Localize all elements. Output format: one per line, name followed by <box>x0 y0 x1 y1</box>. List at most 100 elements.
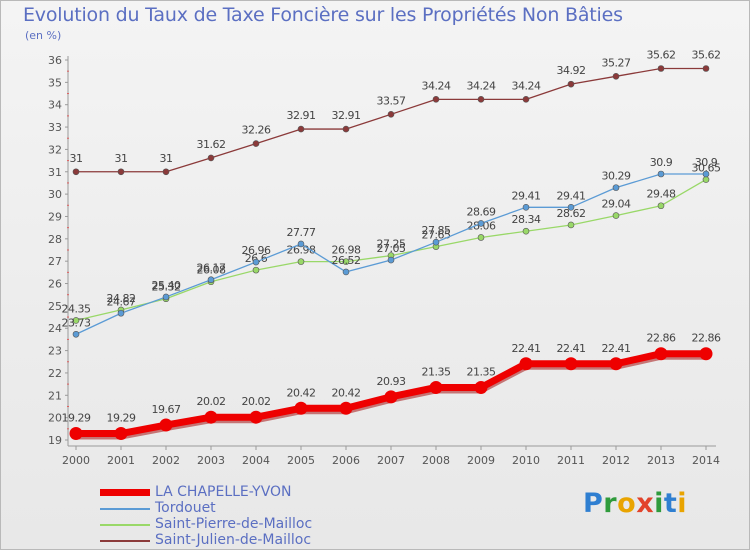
data-label: 20.42 <box>332 386 361 399</box>
data-point <box>162 168 170 176</box>
data-point <box>249 410 263 424</box>
data-label: 22.41 <box>602 342 631 355</box>
data-point <box>204 410 218 424</box>
data-point <box>339 401 353 415</box>
data-label: 27.85 <box>422 224 451 237</box>
x-tick-label: 2010 <box>512 454 540 467</box>
data-label: 26.98 <box>332 244 361 257</box>
data-point <box>657 170 665 178</box>
data-point <box>117 309 125 317</box>
y-tick-label: 20 <box>48 412 62 425</box>
data-label: 20.42 <box>287 386 316 399</box>
data-label: 35.62 <box>647 48 676 61</box>
data-point <box>72 168 80 176</box>
y-tick-label: 28 <box>48 233 62 246</box>
data-point <box>522 96 530 103</box>
y-tick-label: 26 <box>48 278 62 291</box>
data-point <box>72 317 80 324</box>
data-label: 32.91 <box>287 109 316 122</box>
data-point <box>519 357 533 371</box>
data-label: 34.24 <box>467 79 496 92</box>
legend-swatch-tordouet <box>100 508 150 510</box>
data-point <box>432 96 440 103</box>
logo-letter: r <box>603 488 618 519</box>
legend-swatch-saint-julien-de-mailloc <box>100 540 150 542</box>
data-point <box>477 234 485 241</box>
data-point <box>567 204 575 211</box>
data-point <box>207 154 215 162</box>
data-point <box>564 357 578 371</box>
y-tick-label: 36 <box>48 54 62 67</box>
data-label: 30.65 <box>692 162 721 175</box>
x-tick-label: 2000 <box>62 454 90 467</box>
data-point <box>567 221 575 229</box>
data-label: 30.9 <box>650 156 673 169</box>
y-tick-label: 24 <box>48 322 62 335</box>
data-point <box>702 170 710 178</box>
data-label: 27.05 <box>377 242 406 255</box>
data-point <box>429 380 443 394</box>
y-tick-label: 29 <box>48 210 62 223</box>
data-label: 19.29 <box>107 412 136 425</box>
legend-swatch-saint-pierre-de-mailloc <box>100 524 150 526</box>
logo-letter: t <box>663 488 678 519</box>
x-tick-label: 2005 <box>287 454 315 467</box>
data-label: 29.41 <box>557 189 586 202</box>
data-point <box>612 212 620 219</box>
x-tick-label: 2004 <box>242 454 270 467</box>
data-point <box>384 390 398 404</box>
data-label: 27.77 <box>287 226 316 239</box>
legend-item-la-chapelle-yvon: LA CHAPELLE-YVON <box>100 484 400 500</box>
data-label: 21.35 <box>467 365 496 378</box>
data-point <box>252 266 260 274</box>
data-point <box>702 65 710 72</box>
y-tick-label: 25 <box>48 300 62 313</box>
data-label: 26.17 <box>197 262 226 275</box>
data-label: 25.32 <box>152 281 181 294</box>
y-tick-label: 19 <box>48 434 62 447</box>
x-tick-label: 2012 <box>602 454 630 467</box>
data-point <box>612 73 620 80</box>
data-label: 35.62 <box>692 48 721 61</box>
data-label: 26.96 <box>242 244 271 257</box>
data-point <box>114 427 128 441</box>
proxiti-logo: Proxiti <box>583 488 687 519</box>
data-label: 23.73 <box>62 316 91 329</box>
data-label: 33.57 <box>377 94 406 107</box>
data-label: 21.35 <box>422 365 451 378</box>
legend-swatch-la-chapelle-yvon <box>100 489 150 496</box>
data-label: 22.86 <box>692 332 721 345</box>
data-point <box>117 168 125 176</box>
data-point <box>477 96 485 103</box>
legend-label-saint-pierre-de-mailloc: Saint-Pierre-de-Mailloc <box>155 516 313 532</box>
data-label: 31 <box>115 152 128 165</box>
data-label: 20.02 <box>197 395 226 408</box>
data-point <box>342 258 350 265</box>
y-tick-label: 31 <box>48 166 62 179</box>
data-label: 22.86 <box>647 332 676 345</box>
legend-label-la-chapelle-yvon: LA CHAPELLE-YVON <box>155 484 292 500</box>
data-point <box>432 238 440 246</box>
data-label: 34.24 <box>512 79 541 92</box>
y-tick-label: 32 <box>48 143 62 156</box>
data-label: 29.04 <box>602 198 631 211</box>
data-label: 25.40 <box>152 279 181 292</box>
y-tick-label: 30 <box>48 188 62 201</box>
x-tick-label: 2011 <box>557 454 585 467</box>
y-tick-label: 35 <box>48 76 62 89</box>
data-point <box>297 125 305 133</box>
data-point <box>702 176 710 183</box>
data-label: 20.02 <box>242 395 271 408</box>
data-label: 29.41 <box>512 189 541 202</box>
data-point <box>162 293 170 301</box>
data-label: 28.69 <box>467 205 496 218</box>
data-point <box>72 330 80 338</box>
data-point <box>294 401 308 415</box>
x-tick-label: 2001 <box>107 454 135 467</box>
data-label: 26.08 <box>197 264 226 277</box>
data-point <box>159 418 173 432</box>
data-point <box>699 347 713 361</box>
data-point <box>612 184 620 191</box>
